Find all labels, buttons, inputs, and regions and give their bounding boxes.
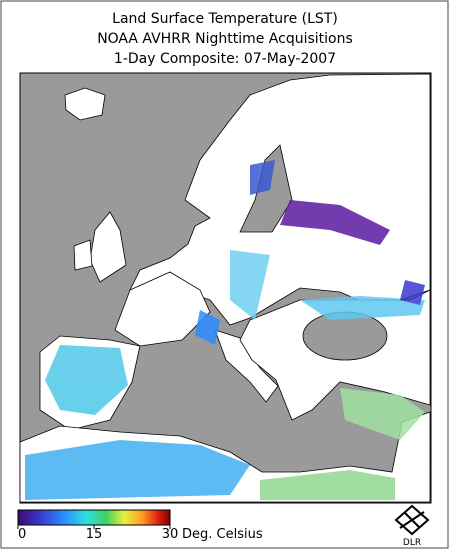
logo-text: DLR [403, 538, 421, 548]
colorbar-tick-label: 0 [18, 527, 26, 542]
colorbar [17, 509, 171, 526]
map [19, 72, 432, 504]
title-line: NOAA AVHRR Nighttime Acquisitions [97, 31, 353, 47]
logo [394, 504, 430, 536]
title-line: Land Surface Temperature (LST) [112, 11, 338, 27]
colorbar-tick-label: 30 [162, 527, 179, 542]
title-line: 1-Day Composite: 07-May-2007 [114, 51, 336, 67]
colorbar-tick-label: 15 [86, 527, 103, 542]
colorbar-unit: Deg. Celsius [182, 527, 263, 542]
